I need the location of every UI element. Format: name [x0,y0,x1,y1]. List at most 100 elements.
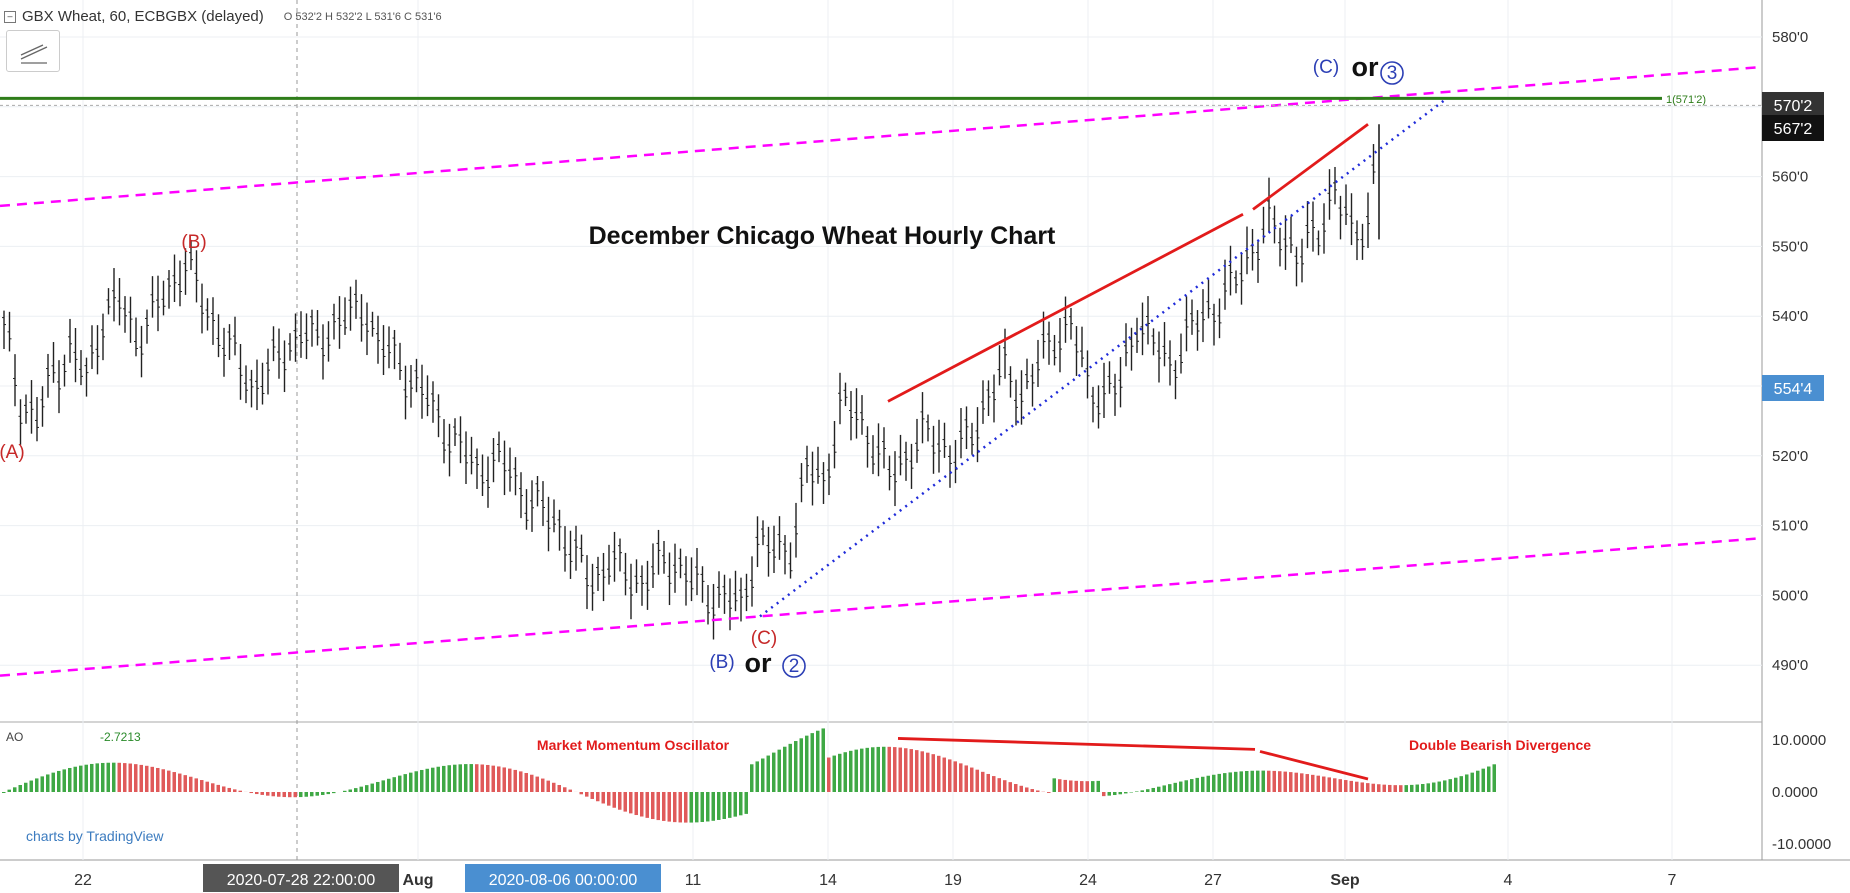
ao-bar [1305,774,1309,792]
ao-bar [1454,777,1458,792]
ao-bar [1058,779,1062,792]
ao-bar [1492,764,1496,792]
ao-bar [953,761,957,792]
ao-bar [717,792,721,820]
ao-bar [167,770,171,792]
ao-bar [40,776,44,792]
ao-bar [805,735,809,792]
ao-bar [711,792,715,821]
ao-bar [1443,780,1447,792]
time-tick-label: 7 [1668,872,1677,889]
ao-bar [150,766,154,792]
ao-bar [1195,777,1199,792]
ao-bar [24,782,28,792]
ao-bar [832,755,836,792]
fib-label: 1(571'2) [1666,94,1706,106]
ao-bar [68,767,72,792]
ao-bar [1311,774,1315,792]
ao-bar [1366,783,1370,792]
ao-bar [1256,770,1260,792]
ao-bar [1019,785,1023,792]
price-tick-label: 490'0 [1772,657,1808,674]
time-tick-label: 24 [1079,872,1097,889]
price-label: 567'2 [1774,121,1813,138]
ao-bar [73,766,77,792]
ao-bar [733,792,737,817]
ao-bar [321,792,325,795]
ao-bar [95,763,99,792]
ao-bar [1465,774,1469,792]
ao-bar [827,757,831,792]
ao-bar [1333,778,1337,792]
time-highlight-box [203,864,399,892]
time-axis: 22 Aug 11 14 19 24 27 Sep 4 7 2020-07-28 22:00:00 2… [74,864,1677,892]
ao-bar [189,776,193,792]
price-label-box [1762,115,1824,141]
ao-bar [62,769,66,792]
ao-bar [1322,776,1326,792]
ao-bar [51,772,55,792]
ao-bar [634,792,638,816]
drawing-tool-button[interactable] [6,30,60,72]
ao-bar [810,733,814,792]
ao-bar [200,780,204,792]
ao-bar [2,792,6,793]
ao-bar [519,771,523,792]
ao-bar [1338,779,1342,792]
time-tick-label: 27 [1204,872,1222,889]
ao-bar [590,792,594,799]
ao-bar [387,778,391,792]
ao-bar [409,772,413,792]
ao-bar [172,772,176,792]
ao-bar [117,762,121,792]
ao-bar [299,792,303,798]
ao-bar [1250,770,1254,792]
ao-bar [568,789,572,792]
ao-bar [315,792,319,796]
ao-bar [414,771,418,792]
ao-bar [194,778,198,792]
ao-bar [1234,771,1238,792]
ao-bar [750,764,754,792]
ao-bar [722,792,726,819]
ao-bar [1470,772,1474,792]
ao-bar [398,775,402,792]
ao-bar [1217,773,1221,792]
time-tick-label: 14 [819,872,837,889]
ao-bar [1201,776,1205,792]
ao-bar [1382,784,1386,792]
ao-bar [1173,782,1177,792]
time-tick-label: Sep [1330,872,1360,889]
ao-bar [1036,790,1040,792]
ao-bar [497,766,501,792]
ao-bar [524,772,528,792]
ao-bar [601,792,605,804]
ao-bar [145,765,149,792]
ao-bar [1300,773,1304,792]
ao-bar [343,790,347,792]
ao-divergence-line [897,737,1256,751]
ao-bar [1261,770,1265,792]
collapse-icon[interactable]: – [4,10,16,23]
price-tick-label: 560'0 [1772,169,1808,186]
price-divergence-line [1252,123,1369,211]
ao-bar [1360,782,1364,792]
ao-bar [931,754,935,792]
ao-bar [1399,785,1403,792]
price-tick-label: 510'0 [1772,518,1808,535]
ao-bar [376,781,380,792]
wave-annotation: (B) [181,232,206,253]
ao-bar [651,792,655,820]
time-tick-label: Aug [402,872,433,889]
ao-bar [1294,772,1298,792]
ao-bar [205,781,209,792]
ao-bar [101,762,105,792]
ao-label: AO [6,730,24,744]
ao-bar [1481,768,1485,792]
ao-bar [887,746,891,792]
ao-bar [161,769,165,792]
ao-bar [799,738,803,792]
ao-bar [948,759,952,792]
ao-bar [1388,784,1392,792]
